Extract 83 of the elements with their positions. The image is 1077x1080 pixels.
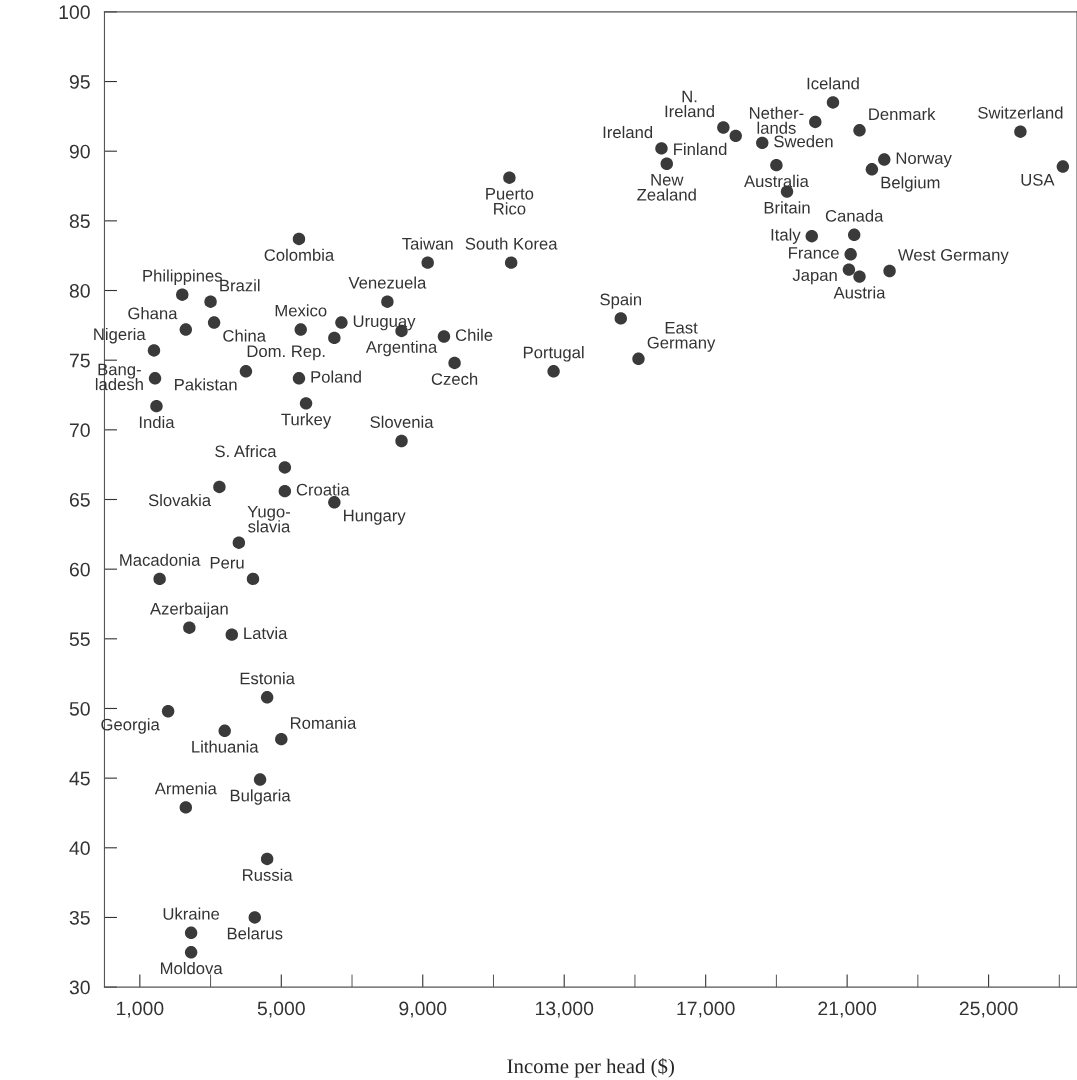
data-label: Norway bbox=[896, 152, 952, 168]
data-label: Chile bbox=[455, 328, 493, 341]
data-label: Estonia bbox=[240, 672, 295, 685]
x-tick-label: 17,000 bbox=[677, 1001, 735, 1018]
data-label: Armenia bbox=[154, 782, 217, 795]
data-label: Venezuela bbox=[348, 276, 427, 289]
y-tick-label: 100 bbox=[59, 5, 90, 20]
y-tick-label: 85 bbox=[69, 214, 90, 229]
data-label: Romania bbox=[290, 716, 357, 729]
data-label: S. Africa bbox=[215, 444, 277, 458]
data-label: Puerto Rico bbox=[486, 188, 534, 215]
x-tick-label: 21,000 bbox=[818, 1001, 877, 1018]
data-label: Azerbaijan bbox=[150, 602, 228, 618]
data-label: Portugal bbox=[523, 346, 584, 362]
data-label: Yugo- slavia bbox=[247, 505, 291, 533]
data-label: Croatia bbox=[296, 483, 350, 496]
y-tick-label: 55 bbox=[69, 632, 90, 647]
data-label: Taiwan bbox=[402, 237, 453, 250]
data-label: Ireland bbox=[603, 125, 653, 139]
data-label: Macadonia bbox=[120, 553, 201, 566]
data-label: New Zealand bbox=[637, 174, 696, 201]
data-label: Moldova bbox=[160, 962, 223, 975]
data-label: Nether- lands bbox=[749, 106, 804, 134]
data-label: Slovenia bbox=[370, 415, 434, 428]
data-label: Dom. Rep. bbox=[247, 345, 325, 361]
x-tick-label: 9,000 bbox=[399, 1001, 447, 1018]
y-tick-label: 60 bbox=[69, 562, 90, 577]
data-label: West Germany bbox=[897, 248, 1009, 265]
data-label: Ukraine bbox=[163, 907, 220, 920]
y-tick-label: 95 bbox=[69, 75, 90, 89]
x-axis-title: Income per head ($) bbox=[507, 1058, 674, 1078]
data-label: N. Ireland bbox=[665, 90, 714, 118]
data-label: Belarus bbox=[227, 927, 283, 940]
y-tick-label: 70 bbox=[69, 423, 90, 438]
data-label: Turkey bbox=[281, 413, 332, 429]
data-label: Brazil bbox=[220, 279, 260, 292]
data-label: Hungary bbox=[344, 509, 406, 525]
x-tick-label: 13,000 bbox=[535, 1001, 594, 1018]
data-label: India bbox=[139, 415, 175, 429]
data-label: South Korea bbox=[465, 237, 558, 250]
data-label: Mexico bbox=[275, 304, 327, 317]
x-tick-label: 1,000 bbox=[116, 1001, 164, 1018]
data-label: Argentina bbox=[365, 340, 438, 357]
data-label: Latvia bbox=[244, 626, 288, 640]
data-label: Spain bbox=[600, 293, 642, 309]
x-tick-label: 25,000 bbox=[959, 1001, 1018, 1018]
data-label: Britain bbox=[764, 201, 810, 214]
data-label: China bbox=[223, 329, 266, 342]
data-label: Finland bbox=[674, 142, 727, 156]
data-label: Bulgaria bbox=[230, 789, 291, 805]
data-label: Canada bbox=[825, 209, 884, 222]
data-label: Belgium bbox=[881, 176, 940, 192]
y-tick-label: 80 bbox=[69, 283, 90, 298]
data-label: Peru bbox=[210, 557, 244, 569]
y-tick-label: 50 bbox=[69, 701, 90, 716]
data-label: Australia bbox=[744, 174, 809, 188]
data-label: Iceland bbox=[807, 77, 859, 90]
data-label: Russia bbox=[243, 868, 293, 881]
x-tick-label: 5,000 bbox=[257, 1001, 305, 1018]
data-label: Czech bbox=[431, 372, 478, 385]
y-tick-label: 30 bbox=[69, 980, 90, 995]
data-label: Lithuania bbox=[192, 740, 259, 753]
y-tick-label: 40 bbox=[69, 841, 90, 856]
y-tick-label: 45 bbox=[69, 771, 90, 786]
data-label: East Germany bbox=[647, 321, 716, 352]
data-label: Switzerland bbox=[978, 106, 1063, 119]
data-label: Sweden bbox=[774, 135, 833, 148]
y-tick-label: 65 bbox=[69, 492, 90, 507]
data-label: Denmark bbox=[869, 107, 936, 121]
data-label: Poland bbox=[311, 370, 361, 383]
data-label: Colombia bbox=[264, 248, 335, 261]
data-label: Ghana bbox=[128, 307, 178, 320]
y-tick-label: 90 bbox=[69, 144, 90, 159]
data-label: Japan bbox=[792, 269, 837, 285]
y-tick-label: 35 bbox=[69, 910, 90, 925]
y-tick-label: 75 bbox=[69, 353, 90, 368]
data-label: Italy bbox=[771, 228, 801, 244]
data-label: Pakistan bbox=[175, 378, 237, 391]
data-label: Austria bbox=[833, 286, 886, 299]
data-label: USA bbox=[1021, 173, 1055, 186]
data-label: Philippines bbox=[143, 269, 222, 285]
data-label: Slovakia bbox=[148, 493, 212, 507]
data-label: France bbox=[789, 247, 839, 259]
